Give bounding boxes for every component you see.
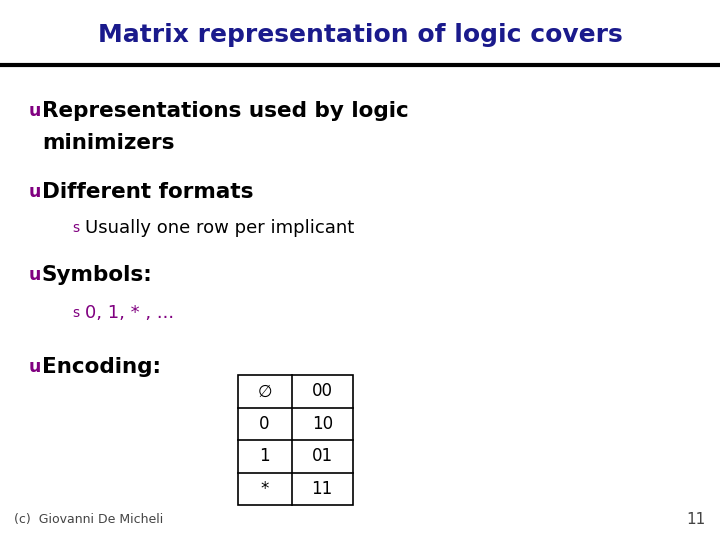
Text: u: u [29,358,41,376]
Text: 01: 01 [312,447,333,465]
Text: 10: 10 [312,415,333,433]
Text: Different formats: Different formats [42,181,253,202]
Text: 11: 11 [312,480,333,498]
Text: 00: 00 [312,382,333,401]
Text: Matrix representation of logic covers: Matrix representation of logic covers [98,23,622,47]
Text: 0, 1, * , ...: 0, 1, * , ... [85,304,174,322]
Text: u: u [29,102,41,120]
Text: *: * [261,480,269,498]
Text: Representations used by logic: Representations used by logic [42,100,408,121]
Text: Symbols:: Symbols: [42,265,153,286]
Text: 11: 11 [686,511,706,526]
Text: ∅: ∅ [257,382,272,401]
Text: Encoding:: Encoding: [42,357,161,377]
Text: Usually one row per implicant: Usually one row per implicant [85,219,354,237]
Text: u: u [29,183,41,201]
Text: minimizers: minimizers [42,133,174,153]
Text: 1: 1 [259,447,270,465]
Text: 0: 0 [259,415,270,433]
Bar [238,375,353,505]
Text: s: s [72,306,79,320]
Text: u: u [29,266,41,285]
Text: (c)  Giovanni De Micheli: (c) Giovanni De Micheli [14,514,163,526]
Text: s: s [72,221,79,235]
